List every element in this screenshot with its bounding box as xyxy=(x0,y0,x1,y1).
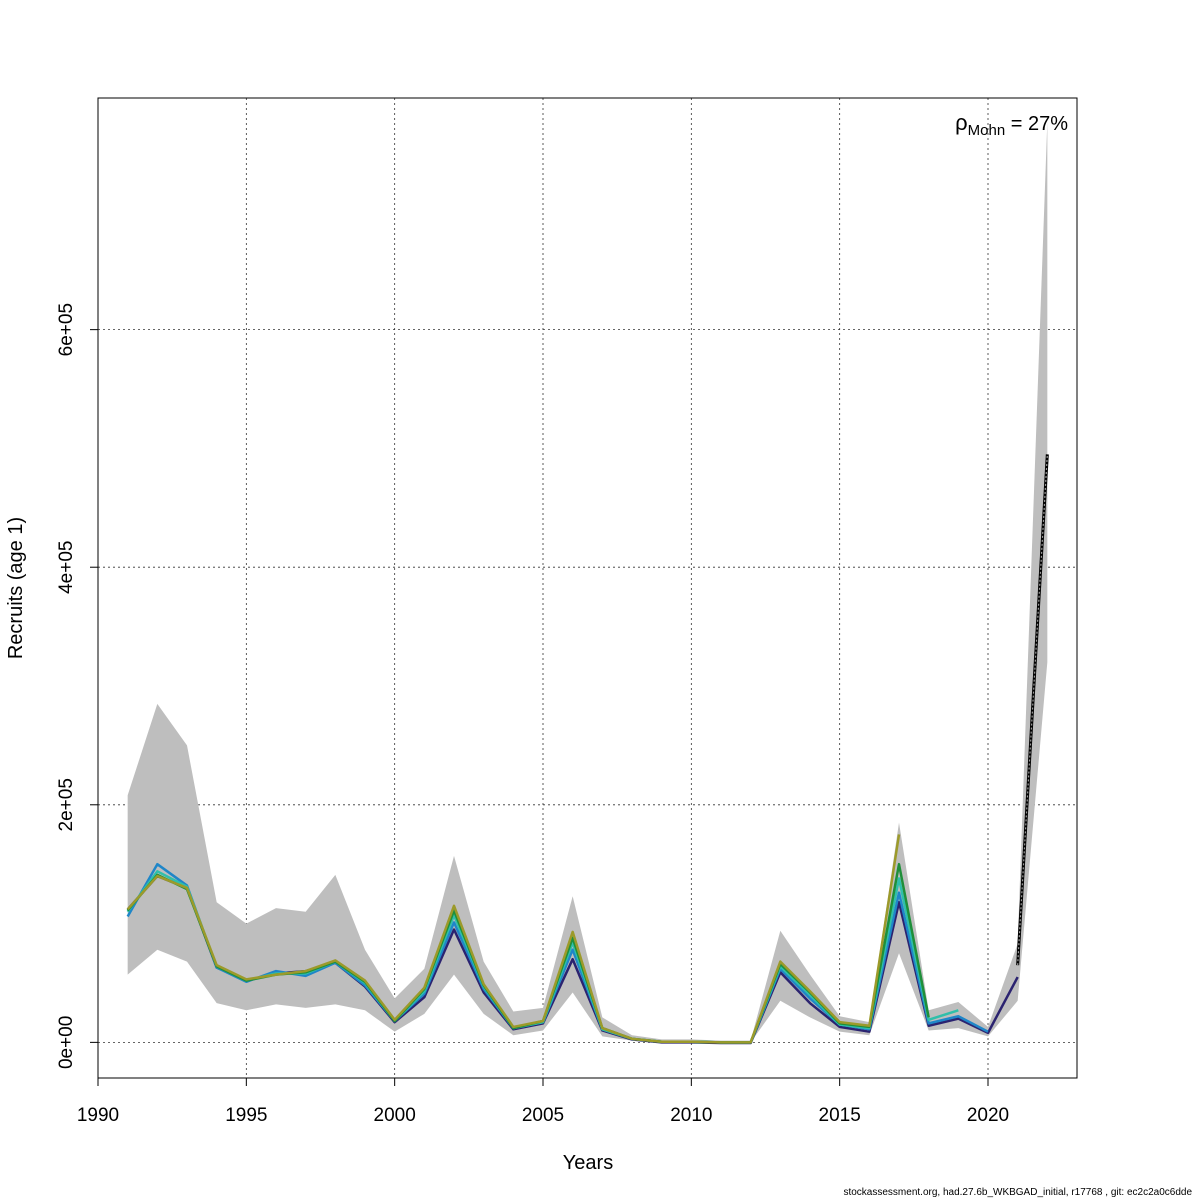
x-axis-title: Years xyxy=(563,1152,613,1174)
y-axis: 0e+00 2e+05 4e+05 6e+05 xyxy=(56,303,99,1069)
series-lines-layer xyxy=(126,454,1049,1045)
x-tick-label-1990: 1990 xyxy=(77,1105,119,1126)
grid-lines xyxy=(97,98,1077,1078)
series-line-1-dots xyxy=(1017,454,1048,966)
mohn-rho-annotation: ρMohn = 27% xyxy=(955,110,1068,139)
y-tick-label-0e+00: 0e+00 xyxy=(56,1016,77,1069)
x-tick-label-2005: 2005 xyxy=(522,1105,564,1126)
series-line-6 xyxy=(126,834,901,1044)
y-tick-label-4e+05: 4e+05 xyxy=(56,541,77,594)
x-tick-label-2000: 2000 xyxy=(374,1105,416,1126)
x-axis: 1990 1995 2000 2005 2010 2015 2020 xyxy=(77,1077,1009,1126)
mohn-rho-value: = 27% xyxy=(1005,113,1068,135)
y-tick-label-2e+05: 2e+05 xyxy=(56,778,77,831)
footer-credit: stockassessment.org, had.27.6b_WKBGAD_in… xyxy=(843,1187,1192,1198)
x-tick-label-2015: 2015 xyxy=(819,1105,861,1126)
x-tick-label-1995: 1995 xyxy=(225,1105,267,1126)
y-axis-title: Recruits (age 1) xyxy=(5,517,27,659)
x-tick-label-2020: 2020 xyxy=(967,1105,1009,1126)
confidence-band xyxy=(127,121,1048,1043)
y-tick-label-6e+05: 6e+05 xyxy=(56,303,77,356)
mohn-rho-symbol: ρ xyxy=(955,110,968,135)
x-tick-label-2010: 2010 xyxy=(670,1105,712,1126)
mohn-rho-subscript: Mohn xyxy=(968,122,1006,139)
confidence-band-layer xyxy=(127,121,1048,1043)
